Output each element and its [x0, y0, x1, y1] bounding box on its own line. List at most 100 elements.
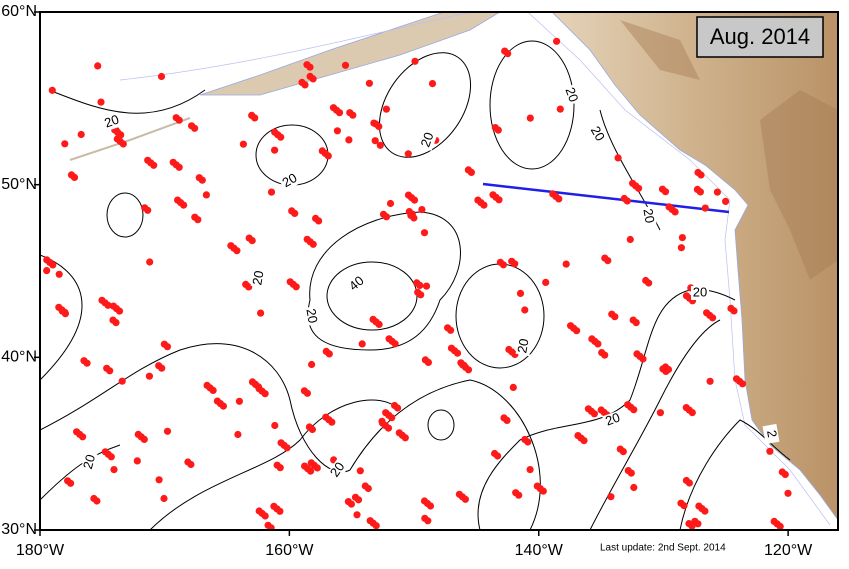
- contour-label: 20: [327, 459, 348, 479]
- float-marker: [239, 140, 247, 148]
- float-marker: [630, 406, 638, 414]
- y-tick-label: 50°N: [1, 176, 37, 193]
- land-north-america: [551, 12, 838, 521]
- float-marker: [93, 497, 101, 505]
- float-marker: [696, 188, 705, 196]
- float-marker: [112, 126, 120, 135]
- x-tick-label: 120°W: [764, 542, 813, 559]
- float-marker: [623, 197, 631, 205]
- float-marker: [291, 209, 299, 217]
- float-marker: [680, 502, 688, 510]
- float-marker: [678, 234, 687, 242]
- float-marker: [688, 522, 696, 530]
- float-marker: [539, 487, 547, 495]
- x-tick-label: 160°W: [265, 542, 314, 559]
- float-marker: [562, 260, 570, 268]
- float-marker: [48, 86, 56, 94]
- float-marker: [467, 168, 475, 176]
- float-marker: [722, 197, 730, 205]
- float-marker: [364, 484, 372, 493]
- float-marker: [542, 278, 550, 286]
- float-marker: [521, 306, 529, 314]
- float-marker: [307, 467, 315, 475]
- float-marker: [187, 460, 195, 469]
- float-marker: [309, 240, 317, 248]
- float-marker: [251, 114, 259, 122]
- float-marker: [55, 270, 63, 278]
- float-marker: [349, 111, 357, 119]
- float-marker: [341, 61, 350, 69]
- float-marker: [388, 414, 396, 422]
- float-marker: [115, 307, 124, 315]
- float-marker: [292, 283, 300, 291]
- float-marker: [261, 512, 269, 520]
- float-marker: [163, 427, 172, 435]
- float-marker: [420, 229, 429, 237]
- float-marker: [394, 404, 402, 412]
- float-marker: [738, 380, 747, 388]
- aleutian-islands: [69, 117, 191, 161]
- float-marker: [784, 489, 792, 497]
- contour-label: 2: [764, 429, 780, 439]
- float-marker: [191, 124, 199, 132]
- float-marker: [313, 464, 321, 472]
- float-marker: [283, 444, 291, 452]
- y-tick-label: 30°N: [1, 521, 37, 538]
- contour-label: 20: [514, 337, 531, 354]
- float-marker: [671, 208, 679, 216]
- float-marker: [461, 495, 469, 503]
- float-marker: [495, 196, 503, 204]
- float-marker: [333, 127, 341, 135]
- float-marker: [233, 247, 241, 255]
- float-marker: [202, 191, 210, 199]
- float-marker: [257, 309, 265, 317]
- float-marker: [160, 494, 168, 503]
- contour-label-bg: [418, 129, 438, 151]
- contour-label: 20: [80, 453, 98, 471]
- float-marker: [511, 260, 519, 268]
- float-marker: [354, 496, 363, 504]
- float-marker: [163, 343, 171, 351]
- contour-label: 20: [693, 284, 707, 299]
- float-marker: [619, 448, 627, 456]
- float-marker: [79, 433, 87, 441]
- float-marker: [604, 257, 612, 265]
- float-marker: [594, 340, 602, 348]
- float-marker: [358, 340, 366, 348]
- float-marker: [626, 235, 634, 244]
- contour-label: 20: [640, 207, 657, 224]
- float-marker: [384, 424, 393, 432]
- float-marker: [781, 470, 789, 479]
- float-marker: [382, 213, 391, 221]
- float-marker: [104, 301, 112, 309]
- float-marker: [70, 173, 79, 181]
- float-marker: [404, 150, 412, 158]
- float-marker: [234, 430, 242, 439]
- float-marker: [480, 201, 488, 209]
- float-marker: [175, 116, 183, 124]
- x-tick-label: 140°W: [515, 542, 564, 559]
- float-marker: [776, 522, 784, 530]
- float-marker: [713, 188, 722, 196]
- float-marker: [144, 206, 152, 214]
- float-marker: [614, 154, 622, 162]
- float-marker: [219, 402, 227, 410]
- float-marker: [83, 359, 91, 367]
- contour-label: 20: [588, 123, 608, 143]
- float-marker: [688, 409, 696, 417]
- float-marker: [410, 196, 419, 204]
- float-marker: [276, 507, 284, 515]
- float-marker: [49, 261, 57, 269]
- float-marker: [61, 140, 69, 148]
- float-marker: [356, 467, 364, 475]
- float-marker: [235, 397, 243, 405]
- float-marker: [701, 507, 709, 515]
- float-marker: [119, 140, 127, 148]
- float-marker: [416, 281, 424, 289]
- float-marker: [347, 500, 355, 508]
- float-marker: [494, 126, 502, 134]
- float-marker: [453, 349, 462, 357]
- float-marker: [118, 377, 126, 385]
- float-marker: [175, 163, 183, 171]
